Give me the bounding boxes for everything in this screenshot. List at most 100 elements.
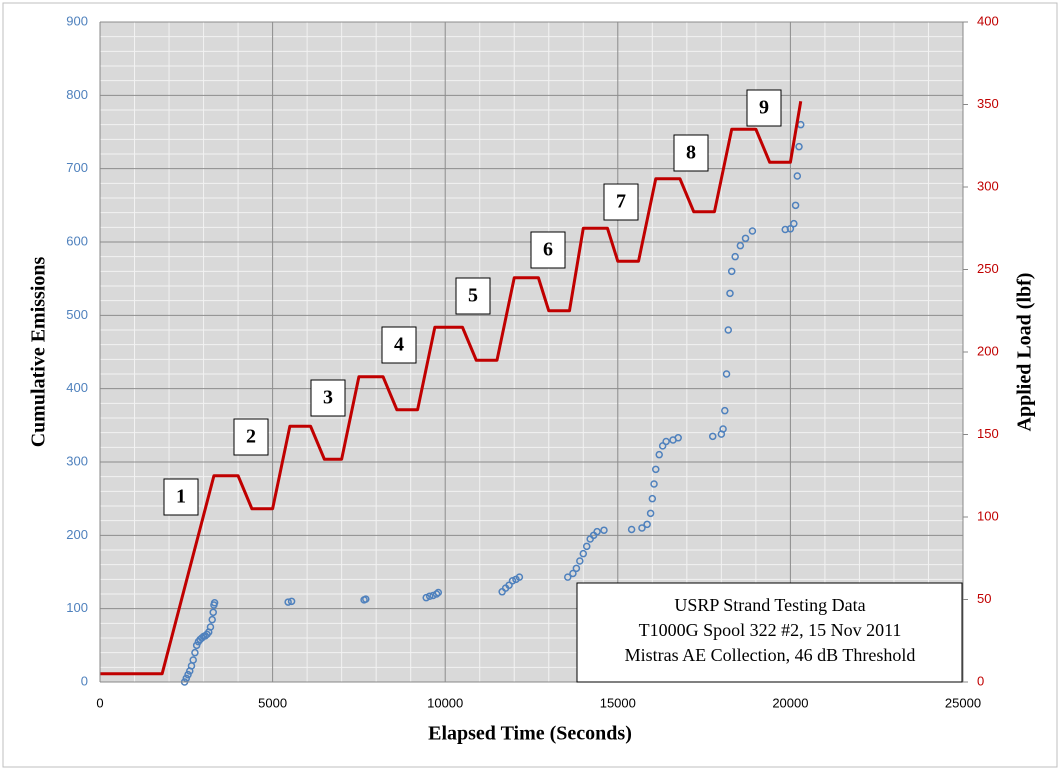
x-tick-label: 10000 [427,695,463,710]
point [721,406,729,415]
note-line: USRP Strand Testing Data [674,595,865,615]
y2-axis-label: Applied Load (lbf) [1014,273,1036,432]
point [643,520,651,529]
annotation-box [746,89,782,127]
x-tick-label: 0 [96,695,103,710]
point [719,425,727,433]
point [748,227,757,235]
point [724,326,733,334]
point [515,573,524,581]
point [284,598,292,606]
load-line [100,100,803,676]
point [662,437,670,446]
y2-tick-label: 0 [977,673,984,688]
point [638,524,646,532]
point [362,595,370,603]
point [790,219,798,228]
x-tick-label: 5000 [258,695,287,710]
annotation: 2 [246,426,256,448]
annotation-box [163,478,199,516]
y2-tick-label: 350 [977,96,999,111]
point [582,542,591,551]
point [422,593,430,602]
y-tick-label: 400 [66,380,88,395]
overlay: 0 5000 10000 15000 20000 25000010020030040050… [66,13,998,710]
point [600,526,608,534]
annotation: 8 [686,142,696,164]
point [593,527,601,536]
point [189,656,197,664]
x-axis-label: Elapsed Time (Seconds) [428,723,632,745]
annotation: 1 [176,486,186,508]
point [572,564,581,573]
point [727,267,736,276]
y-axis-label: Cumulative Emissions [28,256,50,447]
annotation: 7 [616,191,626,213]
annotation: 4 [394,334,404,356]
y2-tick-label: 100 [977,508,999,523]
point [563,573,572,581]
annotation: 5 [468,285,478,307]
annotation-box [603,183,639,221]
point [741,234,750,243]
point [722,370,731,378]
point [210,599,219,607]
y2-tick-label: 150 [977,426,999,441]
annotation-box [455,277,491,315]
annotation: 6 [543,239,553,261]
annotation-box [530,231,566,269]
grid [99,21,964,683]
annotation: 9 [759,97,769,119]
point [579,549,588,558]
y2-tick-label: 400 [977,13,999,28]
y2-tick-label: 250 [977,261,999,276]
y-tick-label: 100 [66,600,88,615]
annotation-box [673,134,709,172]
point [432,590,441,598]
point [191,648,199,657]
y-tick-label: 200 [66,527,88,542]
point [576,557,584,565]
point [652,465,660,474]
note-box [576,582,963,683]
plot-area [100,22,963,682]
point [569,569,577,578]
point [425,592,434,600]
y-tick-label: 0 [81,673,88,688]
annotation: 3 [323,387,333,409]
y-tick-label: 300 [66,453,88,468]
point [206,623,215,631]
point [655,450,663,459]
point [786,225,795,233]
annotation-box [381,326,417,364]
point [648,494,657,503]
point [434,588,443,597]
y2-tick-label: 200 [977,343,999,358]
point [208,615,216,624]
y-tick-label: 700 [66,160,88,175]
marks [100,100,805,686]
point [674,434,682,442]
point [287,597,296,606]
point [791,201,800,210]
annotation-box [310,379,346,417]
x-tick-label: 20000 [772,695,808,710]
y2-tick-label: 50 [977,591,991,606]
point [793,172,802,180]
y-tick-label: 800 [66,87,88,102]
point [726,289,734,298]
point [627,525,636,534]
point [192,641,201,650]
x-tick-label: 15000 [600,695,636,710]
point [736,241,745,250]
note-line: T1000G Spool 322 #2, 15 Nov 2011 [639,620,902,640]
y2-tick-label: 300 [977,178,999,193]
y-tick-label: 500 [66,307,88,322]
y-tick-label: 600 [66,233,88,248]
point [731,252,739,261]
x-tick-label: 25000 [945,695,981,710]
note-line: Mistras AE Collection, 46 dB Threshold [625,645,916,665]
point [209,608,217,617]
